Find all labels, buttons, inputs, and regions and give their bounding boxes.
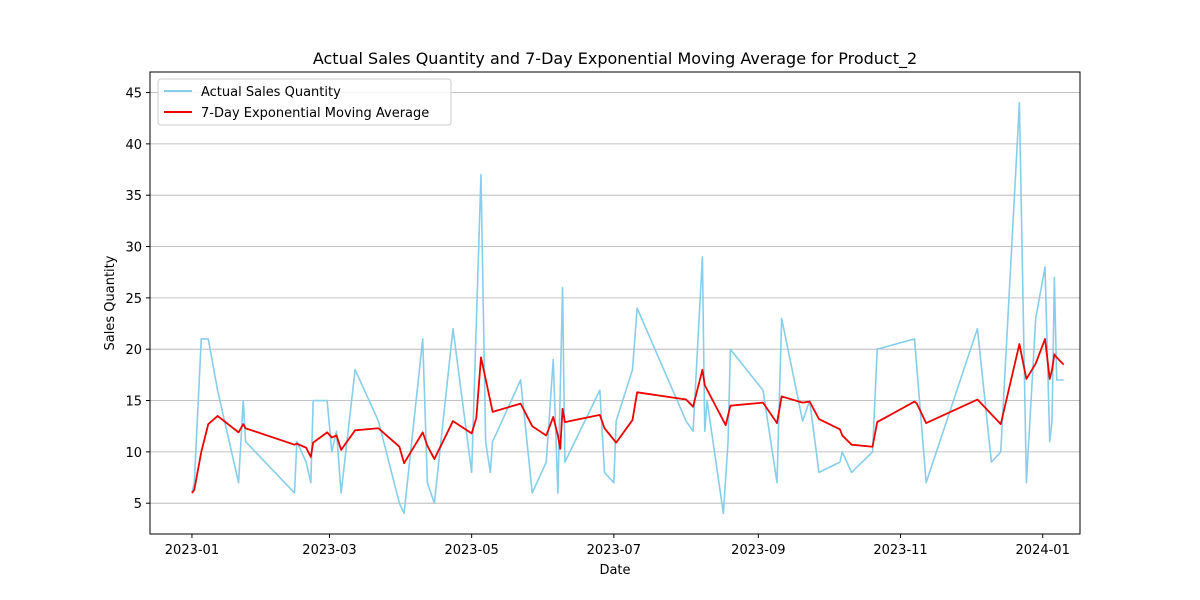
y-tick-label: 10: [125, 446, 142, 461]
x-tick-label: 2023-01: [165, 543, 219, 558]
x-axis-label: Date: [599, 563, 630, 578]
y-tick-label: 30: [125, 241, 142, 256]
y-tick-label: 5: [134, 497, 142, 512]
legend-box: [157, 78, 452, 126]
x-tick-label: 2023-07: [587, 543, 641, 558]
x-tick-label: 2024-01: [1016, 543, 1070, 558]
y-tick-label: 25: [125, 292, 142, 307]
legend-label: 7-Day Exponential Moving Average: [201, 106, 429, 121]
legend-label: Actual Sales Quantity: [201, 85, 341, 100]
x-axis: 2023-01 2023-03 2023-05 2023-07 2023-09 2023-…: [165, 534, 1070, 558]
y-tick-label: 15: [125, 395, 142, 410]
y-tick-label: 20: [125, 343, 142, 358]
y-axis-label: Sales Quantity: [103, 255, 118, 350]
series-line-ema-7-day: [191, 338, 1065, 494]
plot-area-frame: [149, 71, 1081, 535]
x-tick-label: 2023-03: [302, 543, 356, 558]
y-axis: 5 10 15 20 25 30 35 40 45: [125, 87, 150, 512]
x-tick-label: 2023-11: [873, 543, 927, 558]
y-tick-label: 40: [125, 138, 142, 153]
x-tick-label: 2023-05: [444, 543, 498, 558]
y-tick-label: 45: [125, 87, 142, 102]
legend: Actual Sales Quantity 7-Day Exponential M…: [157, 78, 452, 126]
y-tick-label: 35: [125, 189, 142, 204]
chart-title: Actual Sales Quantity and 7-Day Exponent…: [313, 49, 917, 69]
series-lines: [191, 102, 1065, 515]
x-tick-label: 2023-09: [731, 543, 785, 558]
